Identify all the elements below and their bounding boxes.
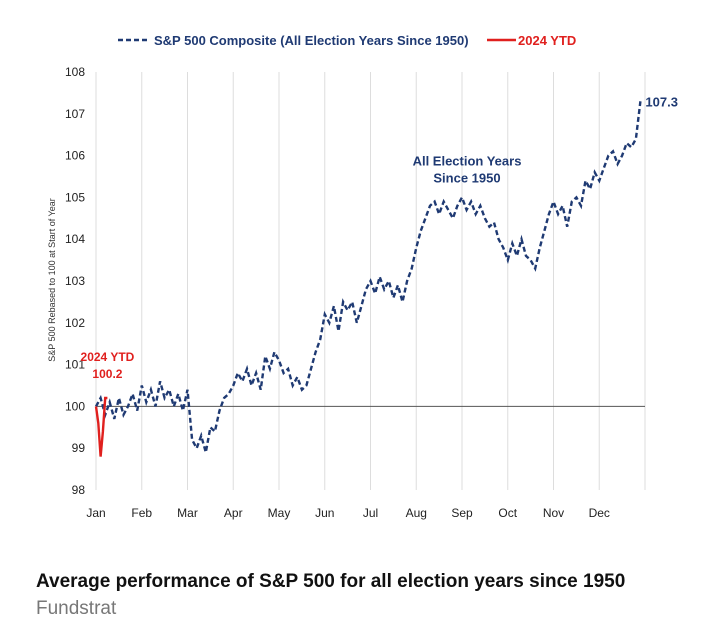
- y-tick-label: 99: [72, 441, 86, 455]
- y-tick-label: 104: [65, 232, 85, 246]
- x-tick-label: Nov: [543, 506, 564, 520]
- y-tick-label: 98: [72, 483, 86, 497]
- chart-legend: S&P 500 Composite (All Election Years Si…: [118, 33, 576, 48]
- y-tick-label: 102: [65, 316, 85, 330]
- series-ytd-line: [94, 396, 108, 457]
- annotation-all-years-line1: All Election Years: [413, 153, 522, 168]
- y-axis-ticks: 98 99 100 101 102 103 104 105 106 107 108: [65, 65, 85, 497]
- y-tick-label: 108: [65, 65, 85, 79]
- series-composite-line: [94, 101, 642, 453]
- caption-title: Average performance of S&P 500 for all e…: [36, 571, 626, 592]
- end-value-label: 107.3: [645, 94, 678, 109]
- x-tick-label: Aug: [406, 506, 427, 520]
- series-points: [95, 101, 641, 457]
- x-tick-label: Sep: [451, 506, 473, 520]
- figure-caption: Average performance of S&P 500 for all e…: [36, 568, 696, 622]
- x-tick-label: Feb: [131, 506, 152, 520]
- annotation-ytd-line2: 100.2: [92, 367, 122, 381]
- x-axis-ticks: Jan Feb Mar Apr May Jun Jul Aug Sep Oct Nov Dec: [86, 506, 610, 520]
- annotation-ytd-line1: 2024 YTD: [81, 350, 135, 364]
- y-tick-label: 100: [65, 399, 85, 413]
- annotation-all-years-line2: Since 1950: [433, 170, 500, 185]
- x-tick-label: Mar: [177, 506, 198, 520]
- x-tick-label: Dec: [589, 506, 610, 520]
- y-tick-label: 103: [65, 274, 85, 288]
- y-tick-label: 105: [65, 190, 85, 204]
- x-tick-label: Jun: [315, 506, 334, 520]
- x-tick-label: Oct: [498, 506, 517, 520]
- x-tick-label: Jul: [363, 506, 378, 520]
- caption-source: Fundstrat: [36, 598, 117, 619]
- y-axis-label: S&P 500 Rebased to 100 at Start of Year: [47, 198, 57, 361]
- x-tick-label: May: [268, 506, 291, 520]
- y-tick-label: 107: [65, 107, 85, 121]
- legend-ytd-label: 2024 YTD: [518, 33, 576, 48]
- vertical-gridlines: [95, 72, 646, 490]
- performance-chart: S&P 500 Composite (All Election Years Si…: [47, 33, 678, 520]
- legend-composite-label: S&P 500 Composite (All Election Years Si…: [154, 33, 469, 48]
- y-tick-label: 106: [65, 149, 85, 163]
- x-tick-label: Jan: [86, 506, 105, 520]
- x-tick-label: Apr: [224, 506, 243, 520]
- y-tick-label: 101: [65, 358, 85, 372]
